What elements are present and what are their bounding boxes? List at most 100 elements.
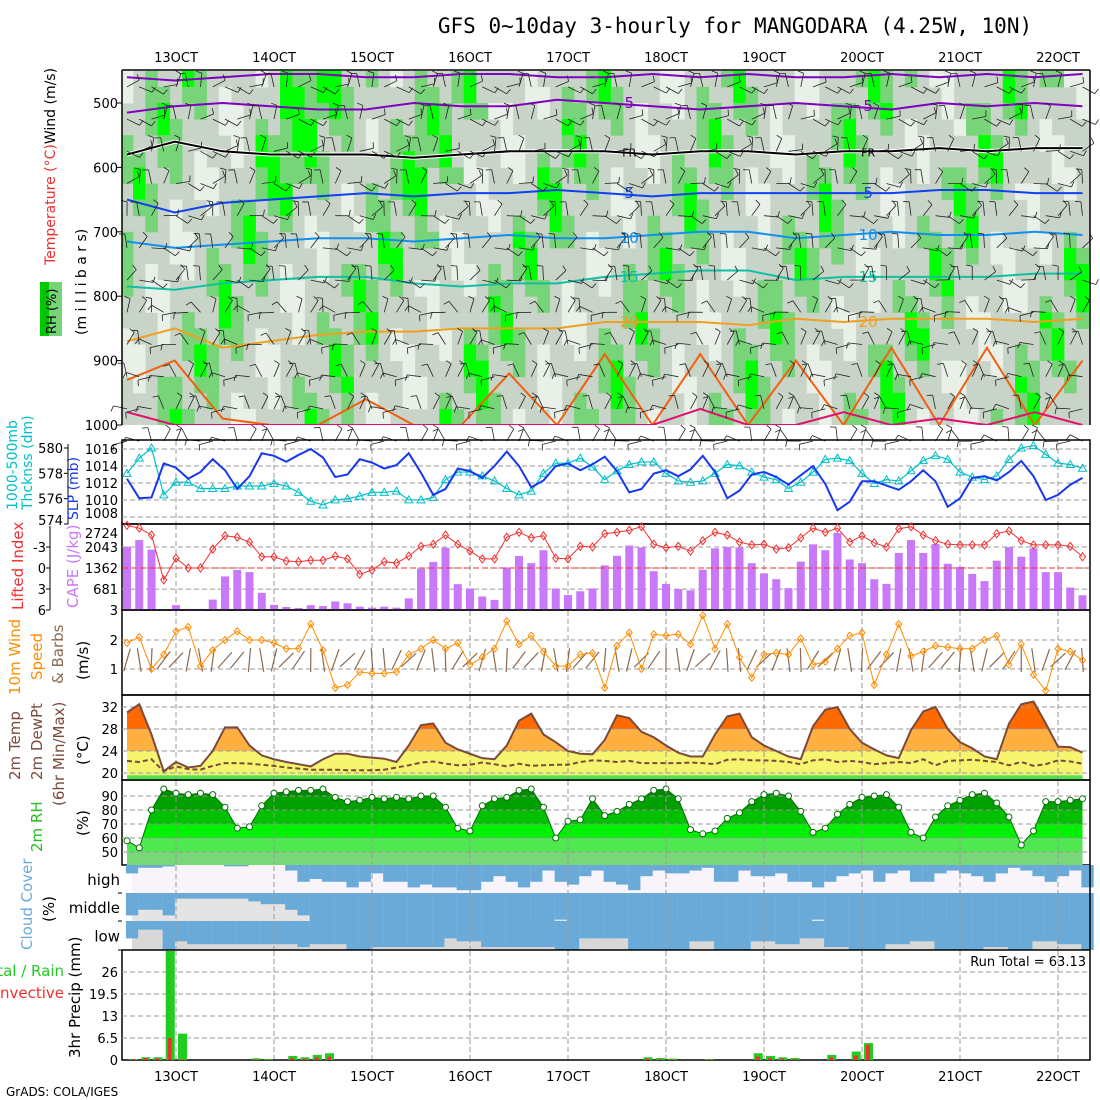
rh-cell	[745, 183, 759, 201]
wind-barb-flag	[911, 150, 916, 157]
wind-barb	[647, 650, 661, 670]
wind-barb-flag	[747, 306, 752, 313]
wind-barb	[126, 150, 140, 158]
rh-cell	[757, 376, 771, 394]
thickness-marker	[808, 467, 818, 476]
wind-barb	[620, 300, 630, 313]
wind-barb-flag	[566, 380, 568, 387]
wind-barb-flag	[601, 312, 604, 319]
wind-barb	[984, 299, 990, 313]
rh-cell	[843, 328, 857, 345]
wind-barb	[714, 115, 729, 120]
wind-barb	[543, 150, 556, 159]
wind-barb-flag	[959, 396, 966, 400]
wind-barb-flag	[444, 218, 450, 224]
rh-cell	[819, 376, 832, 394]
rh-marker	[809, 828, 817, 836]
wind-barb	[1056, 440, 1071, 445]
li-marker	[613, 527, 621, 538]
wind-barb-flag	[594, 424, 600, 430]
cape-bar	[907, 540, 915, 610]
cloud-bar-middle	[860, 893, 874, 921]
wind-barb-flag	[618, 244, 621, 250]
wind-barb	[555, 150, 569, 158]
cape-bar	[441, 547, 450, 610]
cape-bar	[882, 583, 891, 610]
wind-barb-flag	[294, 372, 298, 379]
wind-barb	[567, 300, 576, 313]
wind-marker	[760, 650, 768, 659]
wind-barb-flag	[729, 328, 735, 333]
wind-barb	[959, 105, 966, 120]
cloud-bar-middle	[775, 893, 788, 921]
wind-barb-flag	[194, 232, 199, 239]
wind-barb-flag	[704, 177, 706, 184]
label-part: Wind (m/s)	[43, 68, 59, 144]
wind-barb	[187, 237, 199, 249]
wind-barb-flag	[602, 70, 609, 74]
wind-barb	[322, 114, 337, 120]
cloud-bar-middle	[309, 893, 322, 921]
rh-cell	[157, 312, 171, 329]
cloud-bar-low	[1007, 921, 1021, 950]
rh-cell	[439, 215, 452, 233]
rh-cell	[341, 183, 354, 201]
thickness-marker	[636, 456, 647, 466]
cape-bar	[588, 588, 597, 610]
thickness-marker	[612, 465, 622, 475]
li-marker	[294, 556, 303, 567]
minmax-label: (6hr Min/Max)	[50, 702, 68, 806]
rh-cell	[855, 231, 869, 249]
wind-barb-flag	[360, 392, 366, 397]
wind-barb-flag	[863, 392, 870, 397]
wind-barb	[1045, 149, 1060, 152]
wind-barb	[788, 363, 796, 377]
x-tick-label-top: 20OCT	[840, 51, 884, 66]
wind-barb-flag	[735, 340, 739, 346]
wind-barb	[322, 279, 335, 289]
thickness-marker	[416, 494, 426, 504]
wind-barb	[362, 301, 373, 313]
wind-barb	[750, 373, 765, 378]
wind-barb-flag	[199, 186, 205, 192]
wind-barb-flag	[227, 296, 233, 301]
wind-barb-flag	[726, 153, 732, 159]
rh-cell	[512, 151, 526, 168]
rh-cell	[255, 119, 269, 136]
cape-bar	[919, 552, 928, 610]
wind-barb-flag	[174, 134, 181, 139]
cape-bar	[1029, 548, 1038, 610]
cloud-bar-high	[395, 865, 408, 882]
wind-barb	[653, 118, 667, 126]
wind-barb-flag	[621, 232, 627, 238]
rh-marker	[135, 844, 143, 852]
wind-barb	[775, 73, 781, 87]
wind-barb	[298, 150, 312, 158]
rh-cell	[672, 86, 685, 104]
wind-barb	[746, 649, 758, 671]
cloud-bar-low	[787, 921, 800, 945]
rh-cell	[708, 344, 722, 362]
cloud-bar-high	[713, 865, 727, 882]
wind-barb-flag	[812, 295, 818, 300]
rh-cell	[966, 103, 979, 120]
wind-barb	[739, 279, 754, 285]
wind-barb	[469, 118, 483, 127]
cloud-bar-high	[444, 865, 457, 888]
cape-bar	[723, 547, 732, 610]
wind-barb-flag	[823, 380, 825, 387]
wind-barb-flag	[347, 424, 353, 429]
rh-cell	[537, 392, 550, 410]
rh-cell	[623, 312, 636, 329]
li-marker	[466, 546, 474, 557]
cloud-bar-middle	[677, 893, 690, 921]
rh-cell	[586, 151, 599, 168]
rh-cell	[806, 344, 820, 362]
wind-marker	[1078, 656, 1087, 665]
rh-cell	[1015, 71, 1028, 88]
wind-barb	[408, 137, 411, 152]
wind-barb-flag	[739, 151, 744, 157]
wind-barb-flag	[906, 265, 911, 272]
wind-barb-flag	[567, 120, 573, 127]
precip-convective-bar	[155, 1058, 160, 1060]
